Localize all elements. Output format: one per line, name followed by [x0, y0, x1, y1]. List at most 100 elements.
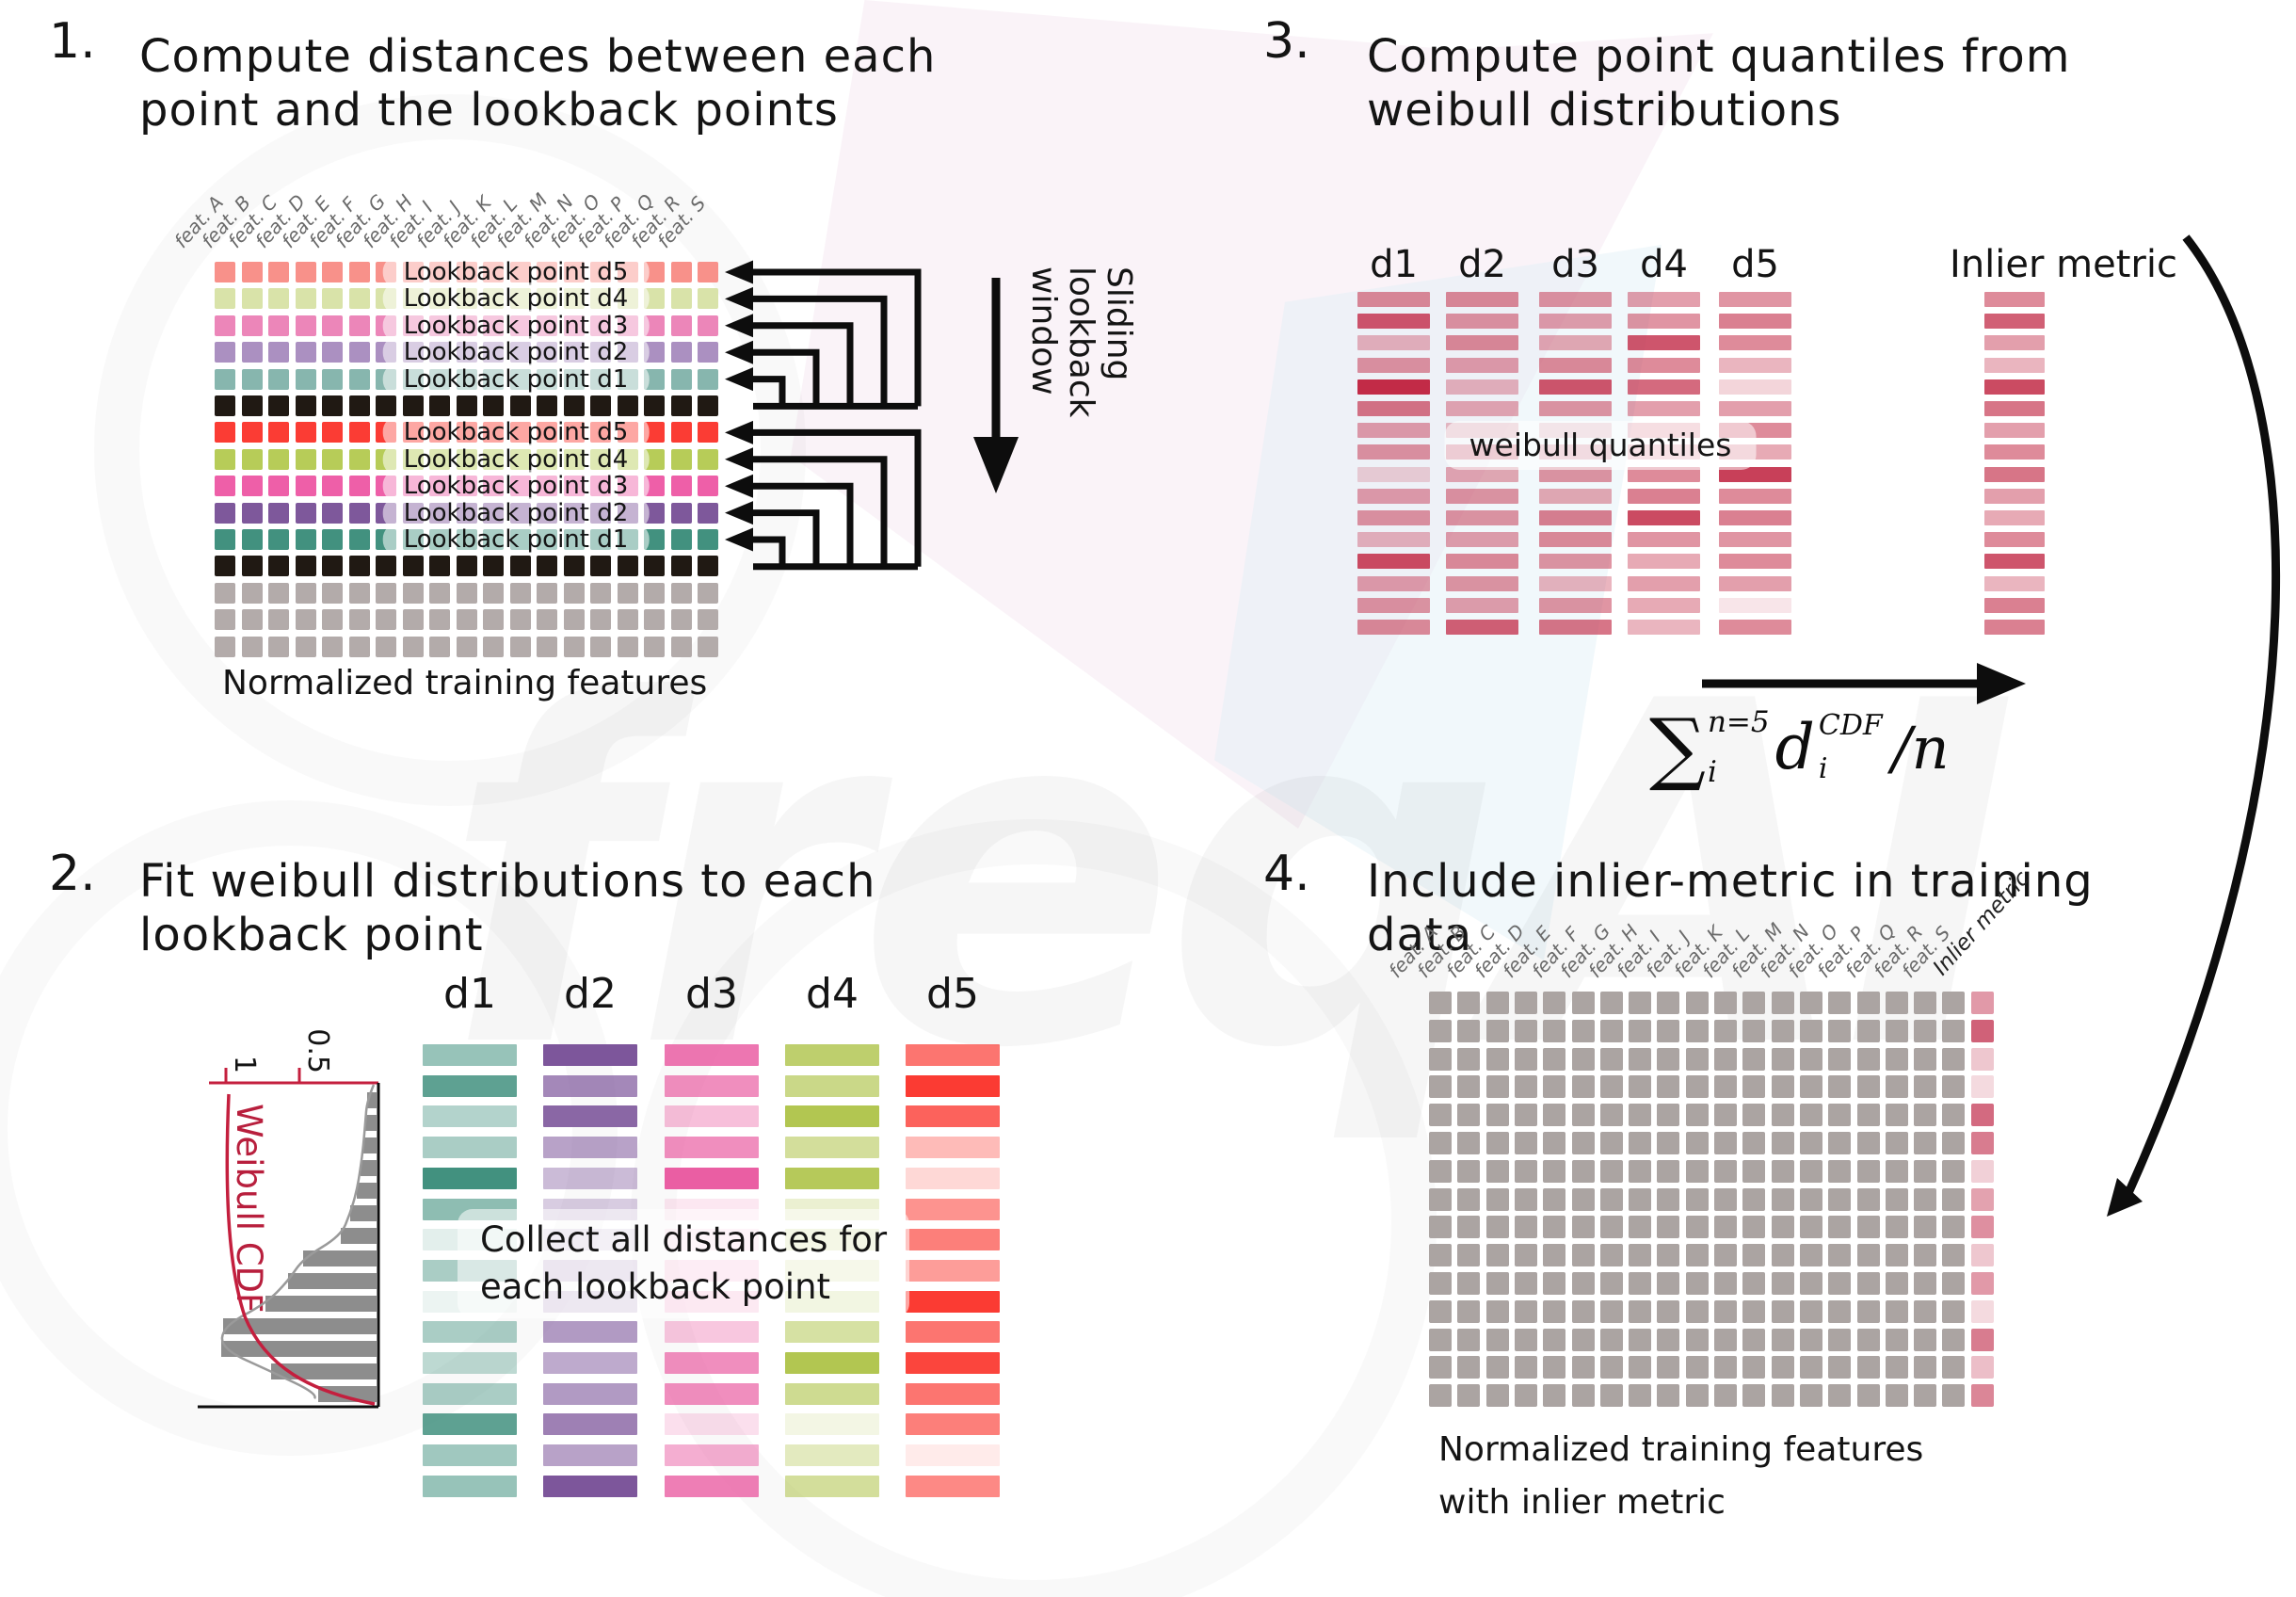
grid-cell [590, 636, 611, 657]
step3-number: 3. [1263, 13, 1310, 70]
grid-cell [1714, 1104, 1737, 1127]
grid-cell [215, 609, 235, 631]
grid-cell [1885, 1244, 1908, 1267]
grid-cell [1514, 1328, 1537, 1351]
grid-cell [215, 502, 235, 524]
grid-cell [644, 368, 665, 390]
quantile-bar [1357, 401, 1430, 416]
inlier-to-training-arrow [2124, 234, 2281, 1195]
grid-cell [670, 315, 692, 336]
step4-title: Include inlier-metric in training data [1367, 855, 2094, 962]
step1-title-line1: Compute distances between each [139, 30, 937, 83]
distance-bar [906, 1475, 1000, 1497]
quantile-bar [1719, 335, 1791, 351]
distance-bar [906, 1198, 1000, 1220]
step2-title-line1: Fit weibull distributions to each [139, 855, 876, 908]
quantile-bar [1628, 597, 1700, 613]
grid-cell [1856, 1299, 1880, 1323]
grid-cell [1714, 1299, 1737, 1323]
quantile-bar [1446, 357, 1518, 373]
grid-cell [698, 529, 718, 550]
grid-cell [241, 476, 263, 497]
grid-cell [376, 556, 396, 577]
step1-title: Compute distances between each point and… [139, 30, 936, 137]
grid-cell [1771, 1272, 1794, 1295]
grid-cell [698, 476, 718, 497]
quantile-bar [1539, 292, 1612, 307]
grid-cell [1885, 1132, 1908, 1154]
quantile-bar [1446, 292, 1518, 307]
grid-cell [483, 556, 504, 577]
grid-cell [617, 556, 638, 577]
grid-cell [456, 556, 477, 577]
grid-cell [348, 582, 370, 604]
grid-cell [1914, 1104, 1937, 1127]
grid-cell [1828, 1328, 1852, 1351]
inlier-metric-bar [1984, 597, 2045, 613]
grid-cell [348, 288, 370, 310]
inlier-metric-bar [1984, 314, 2045, 330]
grid-cell [295, 315, 316, 336]
grid-cell [1799, 1104, 1822, 1127]
inlier-metric-bar [1984, 423, 2045, 439]
quantile-bar [1628, 314, 1700, 330]
lookback-point-pill: Lookback point d4 [382, 443, 650, 476]
grid-cell [1856, 1075, 1880, 1099]
grid-cell [1685, 992, 1709, 1014]
grid-cell [1485, 1104, 1509, 1127]
distance-bar [543, 1413, 637, 1436]
grid-cell [698, 556, 718, 577]
grid-cell [429, 556, 450, 577]
distance-bar [785, 1444, 879, 1467]
quantile-bar [1719, 466, 1791, 482]
step2-number: 2. [49, 846, 96, 902]
distance-column-header: d2 [564, 970, 617, 1018]
grid-cell [1942, 1159, 1966, 1183]
grid-cell [483, 582, 504, 604]
grid-cell [1485, 1384, 1509, 1408]
grid-cell [1914, 1356, 1937, 1379]
grid-cell [1514, 992, 1537, 1014]
inlier-metric-bar [1984, 575, 2045, 591]
grid-cell [1828, 1075, 1852, 1099]
grid-cell [644, 502, 665, 524]
quantile-bar [1539, 554, 1612, 570]
grid-cell [215, 582, 235, 604]
grid-cell [268, 556, 289, 577]
lookback-point-pill: Lookback point d2 [382, 496, 650, 529]
quantile-bar [1446, 401, 1518, 416]
grid-cell [268, 395, 289, 416]
grid-cell [1742, 1047, 1766, 1071]
distance-bar [906, 1290, 1000, 1313]
grid-cell [1599, 1216, 1623, 1239]
distance-bar [785, 1352, 879, 1374]
grid-cell [483, 636, 504, 657]
grid-cell [698, 288, 718, 310]
grid-cell [1457, 1244, 1481, 1267]
quantile-bar [1446, 575, 1518, 591]
grid-cell [1714, 1019, 1737, 1042]
quantile-bar [1357, 575, 1430, 591]
grid-cell [456, 582, 477, 604]
grid-cell [670, 448, 692, 470]
distance-bar [423, 1413, 517, 1436]
distance-bar [423, 1137, 517, 1159]
inlier-metric-cell [1970, 1132, 1994, 1154]
lookback-point-pill: Lookback point d3 [382, 470, 650, 503]
grid-cell [1571, 1104, 1595, 1127]
inlier-metric-cell [1970, 1328, 1994, 1351]
grid-cell [1657, 1328, 1680, 1351]
grid-cell [1856, 1216, 1880, 1239]
grid-cell [1629, 1132, 1652, 1154]
grid-cell [1543, 1132, 1566, 1154]
distance-bar [665, 1044, 759, 1066]
grid-cell [268, 582, 289, 604]
inlier-metric-bar [1984, 357, 2045, 373]
grid-cell [1714, 1159, 1737, 1183]
grid-cell [1457, 1104, 1481, 1127]
grid-cell [1599, 1244, 1623, 1267]
distance-bar [543, 1321, 637, 1344]
step1-title-line2: point and the lookback points [139, 84, 839, 137]
grid-cell [1828, 1187, 1852, 1211]
grid-cell [1885, 992, 1908, 1014]
